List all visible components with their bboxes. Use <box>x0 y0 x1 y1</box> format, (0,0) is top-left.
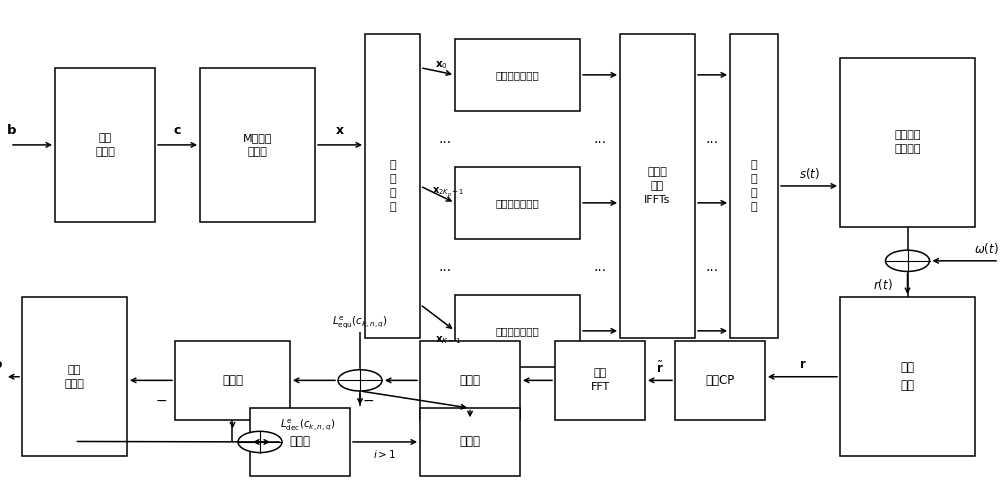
Text: ...: ... <box>593 132 607 146</box>
Text: $-$: $-$ <box>155 393 167 407</box>
Circle shape <box>238 431 282 453</box>
Circle shape <box>886 250 930 271</box>
Text: 移除CP: 移除CP <box>705 374 735 387</box>
Text: $\mathbf{r}$: $\mathbf{r}$ <box>799 358 806 371</box>
Text: ...: ... <box>593 260 607 274</box>
Text: $\mathbf{b}$: $\mathbf{b}$ <box>6 124 17 137</box>
Text: 软映射: 软映射 <box>290 436 310 448</box>
Text: 匹配
滤波: 匹配 滤波 <box>900 361 914 392</box>
FancyBboxPatch shape <box>420 408 520 476</box>
Text: $\mathbf{x}$: $\mathbf{x}$ <box>335 124 345 137</box>
Text: 串
并
转
换: 串 并 转 换 <box>389 160 396 212</box>
FancyBboxPatch shape <box>730 34 778 338</box>
Text: $L^{\rm e}_{\rm equ}(c_{k,n,q})$: $L^{\rm e}_{\rm equ}(c_{k,n,q})$ <box>332 314 388 330</box>
FancyBboxPatch shape <box>620 34 695 338</box>
Text: $\mathbf{x}_{K-1}$: $\mathbf{x}_{K-1}$ <box>435 335 461 346</box>
Text: 软映射: 软映射 <box>460 436 480 448</box>
FancyBboxPatch shape <box>455 39 580 111</box>
Text: $\mathbf{x}_0$: $\mathbf{x}_0$ <box>435 59 448 71</box>
Text: 时变频选
衰落信道: 时变频选 衰落信道 <box>894 130 921 155</box>
Text: 单个或
多个
IFFTs: 单个或 多个 IFFTs <box>644 167 671 205</box>
Text: $\hat{\mathbf{b}}$: $\hat{\mathbf{b}}$ <box>0 353 3 372</box>
FancyBboxPatch shape <box>22 297 127 456</box>
FancyBboxPatch shape <box>455 295 580 367</box>
Text: 脉冲成形滤波器: 脉冲成形滤波器 <box>496 70 539 80</box>
Text: M阶线性
调制器: M阶线性 调制器 <box>243 133 272 157</box>
Text: $\omega(t)$: $\omega(t)$ <box>974 241 999 256</box>
Text: 脉冲成形滤波器: 脉冲成形滤波器 <box>496 198 539 208</box>
Circle shape <box>338 370 382 391</box>
Text: $-$: $-$ <box>362 393 374 407</box>
FancyBboxPatch shape <box>200 68 315 222</box>
FancyBboxPatch shape <box>555 341 645 420</box>
Text: 信道
译码器: 信道 译码器 <box>65 365 84 389</box>
FancyBboxPatch shape <box>365 34 420 338</box>
Text: ...: ... <box>706 132 719 146</box>
FancyBboxPatch shape <box>250 408 350 476</box>
Text: ...: ... <box>438 260 452 274</box>
Text: $i>1$: $i>1$ <box>373 448 397 460</box>
Text: $\mathbf{x}_{2K_p-1}$: $\mathbf{x}_{2K_p-1}$ <box>432 186 464 200</box>
Text: 信道
编码器: 信道 编码器 <box>95 133 115 157</box>
FancyBboxPatch shape <box>455 167 580 239</box>
Text: ...: ... <box>438 132 452 146</box>
FancyBboxPatch shape <box>420 341 520 420</box>
FancyBboxPatch shape <box>840 297 975 456</box>
Text: $s(t)$: $s(t)$ <box>799 166 819 182</box>
FancyBboxPatch shape <box>175 341 290 420</box>
Text: $\mathbf{c}$: $\mathbf{c}$ <box>173 124 182 137</box>
Text: $L^{\rm e}_{\rm dec}(c_{k,n,q})$: $L^{\rm e}_{\rm dec}(c_{k,n,q})$ <box>280 417 335 433</box>
Text: $\tilde{\mathbf{r}}$: $\tilde{\mathbf{r}}$ <box>656 361 664 376</box>
Text: $r(t)$: $r(t)$ <box>873 277 893 292</box>
Text: ...: ... <box>706 260 719 274</box>
FancyBboxPatch shape <box>675 341 765 420</box>
FancyBboxPatch shape <box>840 58 975 227</box>
FancyBboxPatch shape <box>55 68 155 222</box>
Text: 解映射: 解映射 <box>222 374 243 387</box>
Text: 二维
FFT: 二维 FFT <box>590 369 610 392</box>
Text: 并
串
转
换: 并 串 转 换 <box>751 160 757 212</box>
Text: 均衡器: 均衡器 <box>460 374 480 387</box>
Text: 脉冲成形滤波器: 脉冲成形滤波器 <box>496 326 539 336</box>
